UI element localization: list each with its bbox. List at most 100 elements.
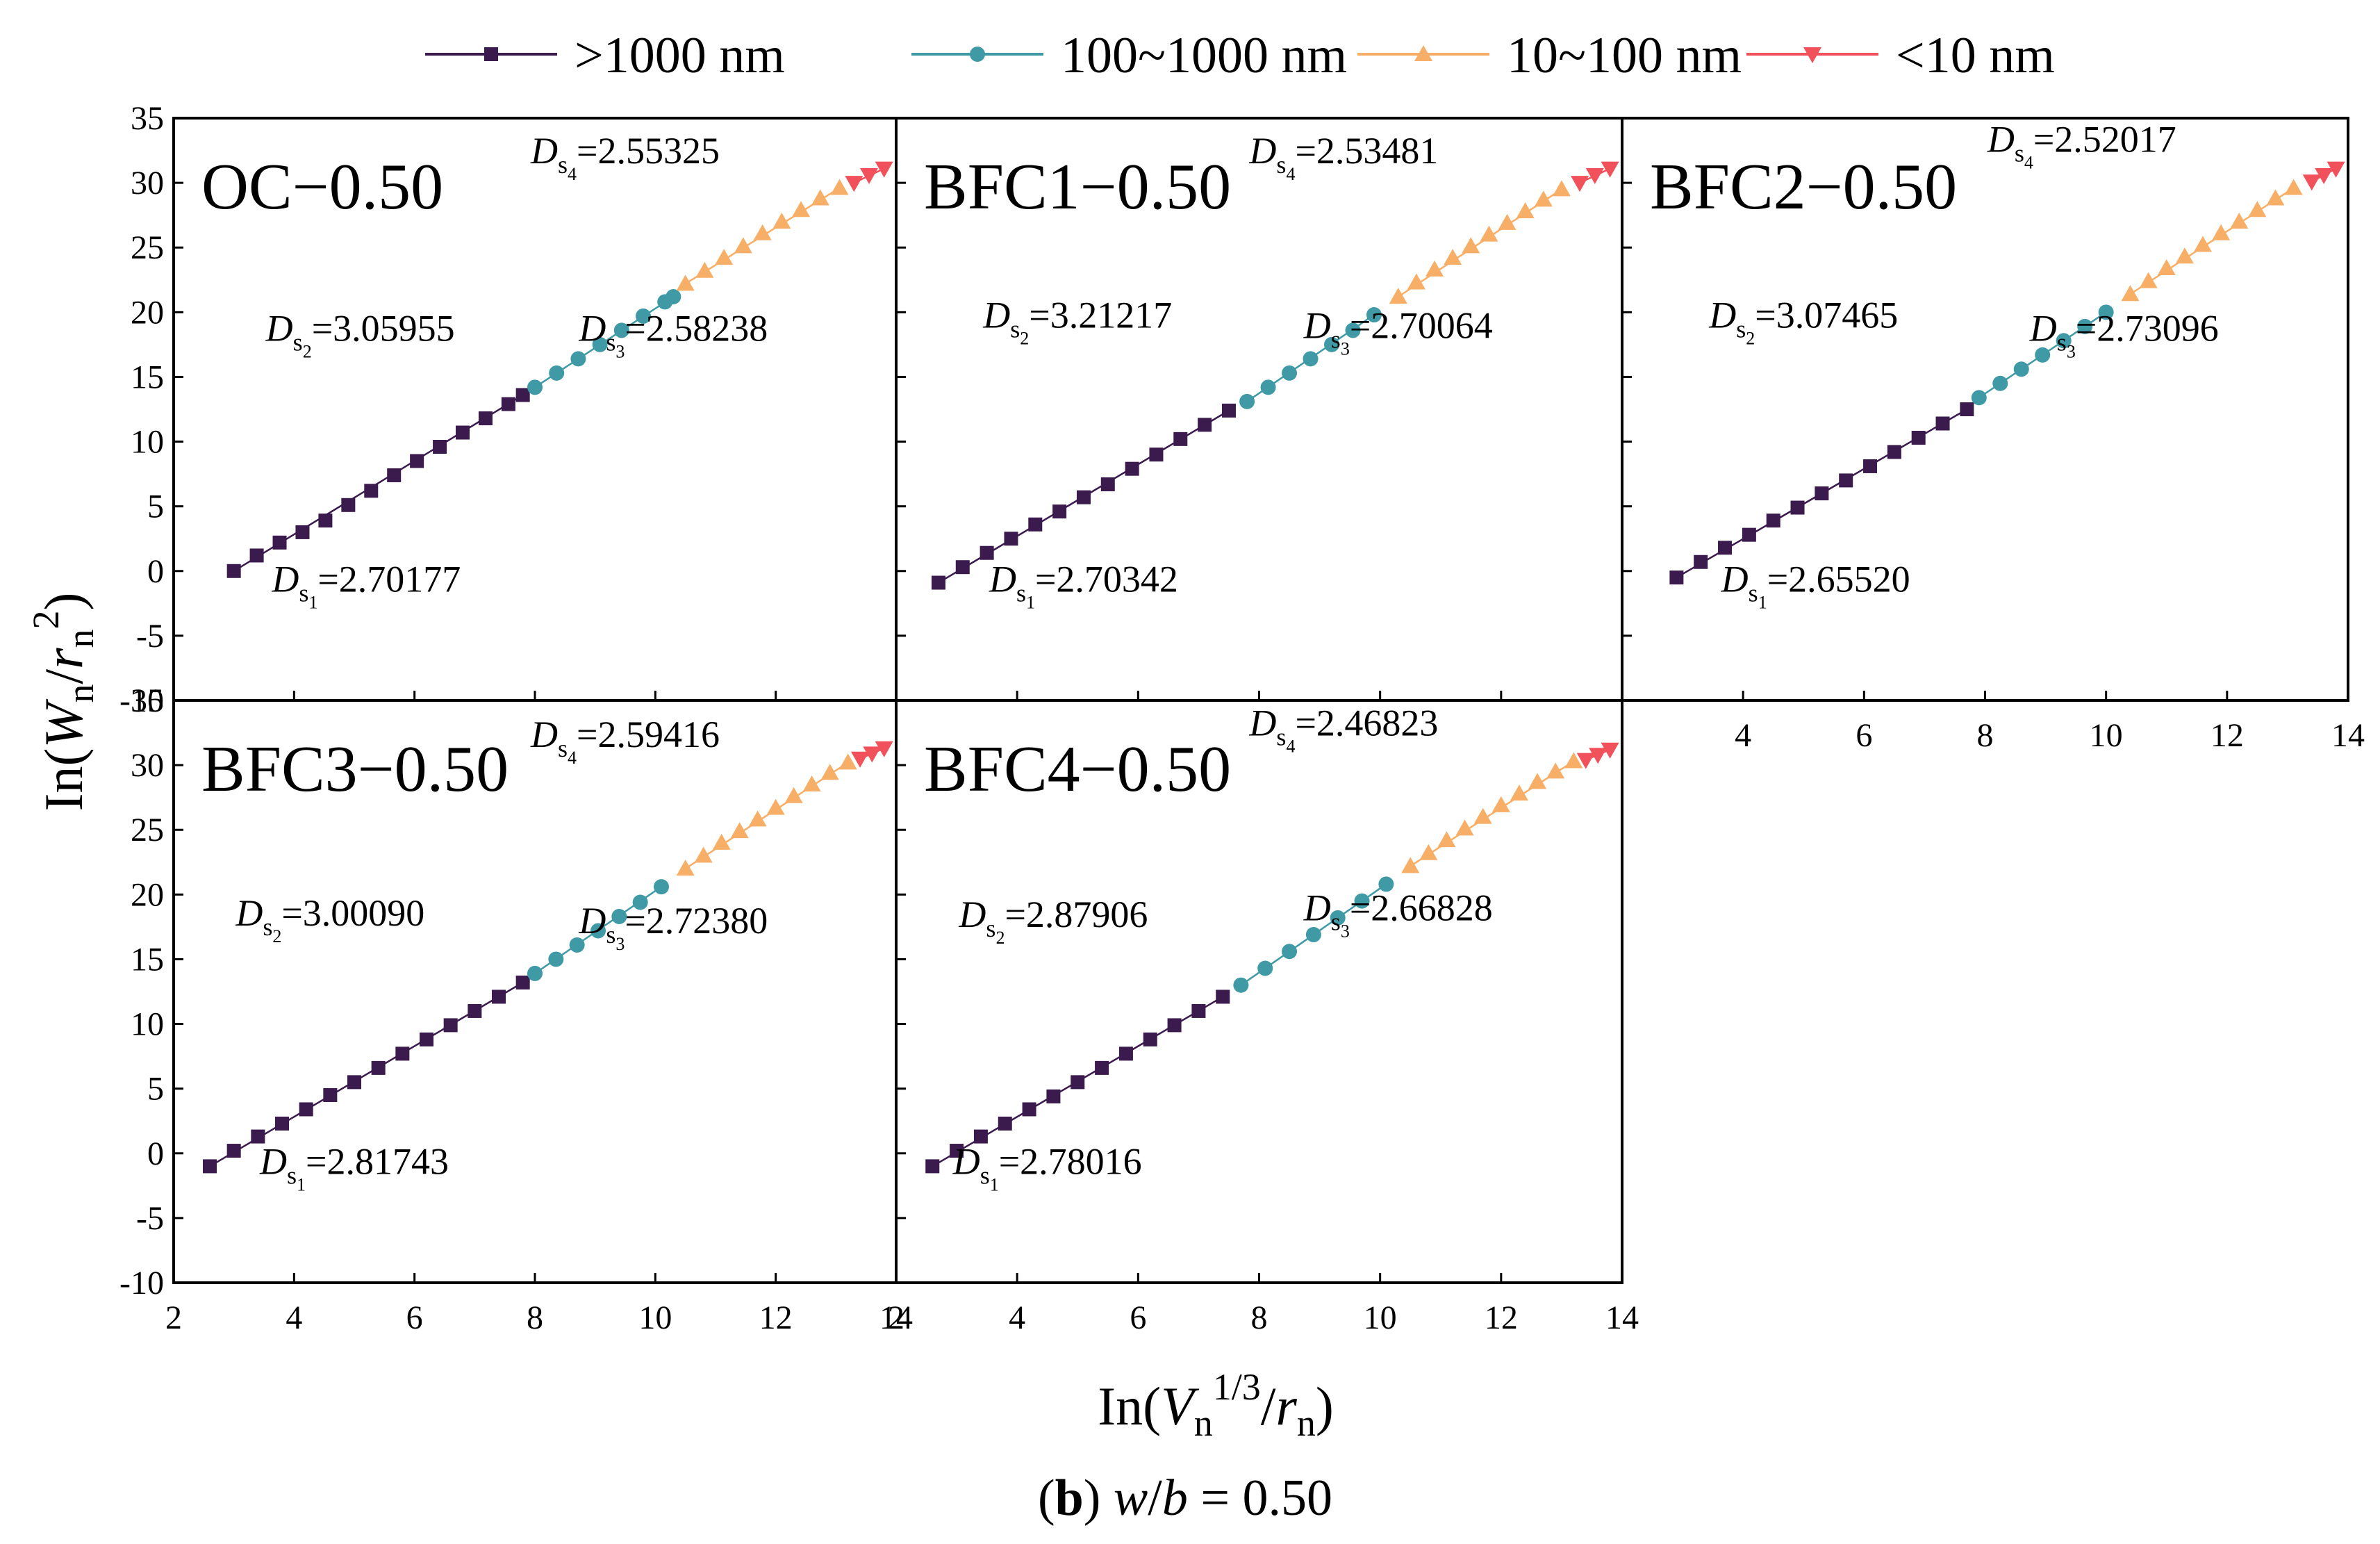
data-point: [1149, 447, 1164, 462]
data-point: [1198, 418, 1212, 432]
legend-label: >1000 nm: [575, 27, 785, 84]
data-point: [2121, 285, 2140, 302]
data-point: [1992, 375, 2008, 391]
fit-line: [1398, 188, 1562, 298]
x-tick-label: 12: [1485, 1299, 1518, 1336]
data-point: [1233, 977, 1249, 993]
ds-annotation: Ds3=2.72380: [578, 900, 768, 954]
data-point: [1282, 944, 1298, 960]
data-point: [318, 514, 333, 528]
data-point: [851, 751, 869, 768]
ds-annotation: Ds3=2.73096: [2029, 307, 2219, 361]
data-point: [592, 336, 608, 352]
data-point: [2035, 347, 2051, 363]
data-point: [515, 388, 530, 402]
data-point: [548, 951, 564, 967]
data-point: [1167, 1018, 1182, 1033]
data-point: [1473, 807, 1492, 824]
data-point: [931, 575, 945, 590]
data-point: [753, 224, 772, 240]
fit-line: [1410, 760, 1575, 867]
y-tick-label: 30: [131, 747, 164, 784]
ds-annotation: Ds1=2.70177: [271, 559, 461, 613]
panel-title: BFC1−0.50: [924, 151, 1231, 223]
data-point: [973, 1129, 988, 1144]
x-tick-label: 10: [638, 1299, 672, 1336]
y-title-sub: n: [60, 684, 101, 703]
panel-title: BFC4−0.50: [924, 733, 1231, 805]
data-point: [251, 1129, 265, 1144]
y-title-sub2: n: [60, 630, 101, 648]
y-tick-label: 5: [147, 488, 164, 525]
data-point: [1239, 393, 1255, 409]
data-point: [272, 535, 287, 550]
data-point: [830, 179, 849, 195]
data-point: [492, 989, 506, 1004]
data-point: [950, 1144, 964, 1158]
y-tick-label: -5: [136, 618, 164, 655]
x-tick-label: 14: [879, 1299, 913, 1336]
legend-item: >1000 nm: [425, 27, 785, 84]
data-point: [515, 975, 530, 989]
y-title-prefix: In(: [33, 748, 94, 812]
data-point: [1480, 225, 1498, 242]
y-tick-label: 5: [147, 1071, 164, 1108]
data-point: [955, 560, 970, 575]
ds-annotation: Ds2=3.05955: [265, 307, 455, 361]
ds-annotation: Ds4=2.55325: [530, 130, 720, 184]
y-tick-label: 35: [131, 100, 164, 137]
panel: 4 6 8 10 12 14 BFC2−0.50 Ds1=2.65520 Ds2=3.07465…: [1621, 117, 2365, 754]
data-point: [1498, 213, 1517, 230]
data-point: [654, 879, 669, 895]
data-point: [1718, 541, 1733, 555]
data-point: [299, 1102, 313, 1117]
caption-b: b: [1055, 1470, 1084, 1527]
ds-annotation: Ds2=2.87906: [958, 894, 1148, 948]
data-point: [860, 167, 878, 184]
data-point: [2077, 318, 2093, 334]
y-tick-label: 15: [131, 941, 164, 978]
legend-marker: [484, 47, 498, 61]
figure-caption: (b) w/b = 0.50: [1038, 1470, 1332, 1527]
x-tick-label: 6: [1856, 717, 1872, 754]
x-title-prefix: In(: [1098, 1376, 1161, 1436]
data-point: [387, 468, 402, 482]
data-point: [838, 753, 857, 770]
data-point: [1389, 287, 1407, 304]
data-point: [802, 775, 821, 792]
data-point: [323, 1087, 338, 1102]
data-point: [980, 545, 994, 560]
x-tick-label: 12: [2210, 717, 2244, 754]
legend-item: 100~1000 nm: [911, 27, 1347, 84]
panel: -10 -5 0 5 10 15 20 25 30 35 2 4 6 8 10 12 14 BFC3−0.50 Ds…: [119, 682, 913, 1336]
y-tick-label: -10: [119, 682, 164, 719]
data-point: [845, 176, 863, 192]
x-tick-label: 12: [759, 1299, 793, 1336]
data-point: [1425, 260, 1444, 277]
y-tick-label: 0: [147, 1135, 164, 1172]
x-tick-label: 14: [2331, 717, 2365, 754]
ds-annotation: Ds1=2.65520: [1721, 559, 1910, 613]
data-point: [420, 1032, 433, 1046]
data-point: [1260, 379, 1276, 395]
y-tick-label: 25: [131, 812, 164, 848]
data-point: [1960, 402, 1974, 416]
data-point: [590, 923, 606, 939]
data-point: [2194, 236, 2212, 252]
data-point: [275, 1116, 289, 1131]
data-point: [1742, 527, 1756, 542]
data-point: [1191, 1003, 1206, 1018]
data-point: [549, 365, 565, 381]
data-point: [925, 1159, 940, 1174]
data-point: [1815, 486, 1829, 501]
data-point: [2013, 361, 2029, 377]
data-point: [1510, 785, 1528, 801]
x-title-r: r: [1275, 1376, 1297, 1436]
x-tick-label: 2: [888, 1299, 904, 1336]
y-title-sup: 2: [25, 611, 67, 630]
data-point: [766, 798, 785, 815]
data-point: [226, 564, 241, 578]
x-tick-label: 2: [165, 1299, 182, 1336]
data-point: [2139, 272, 2158, 288]
data-point: [2315, 167, 2333, 184]
